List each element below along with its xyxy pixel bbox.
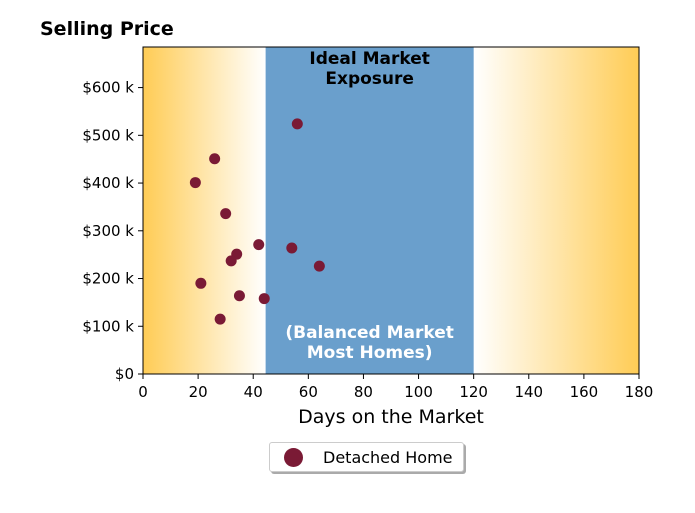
data-point xyxy=(195,277,207,289)
ideal-exposure-region: Ideal Market Exposure (Balanced Market Most… xyxy=(265,47,474,374)
data-point xyxy=(313,260,325,272)
left-gradient-band xyxy=(143,47,266,374)
y-tick-label: $300 k xyxy=(82,222,134,240)
legend-marker xyxy=(284,447,303,467)
x-tick-label: 100 xyxy=(404,383,433,401)
y-tick-label: $400 k xyxy=(82,174,134,192)
x-tick-label: 0 xyxy=(138,383,148,401)
x-tick-label: 180 xyxy=(625,383,654,401)
data-points xyxy=(189,118,325,325)
region-band xyxy=(265,47,474,374)
x-tick-label: 140 xyxy=(514,383,543,401)
x-axis-label: Days on the Market xyxy=(298,406,484,428)
data-point xyxy=(233,290,245,302)
chart-title: Selling Price xyxy=(40,18,174,40)
region-label-bottom-line: Most Homes) xyxy=(307,343,433,363)
region-label-top: Ideal Market Exposure xyxy=(309,49,430,89)
data-point xyxy=(220,208,232,220)
region-label-bottom: (Balanced Market Most Homes) xyxy=(285,323,454,363)
y-tick-label: $500 k xyxy=(82,126,134,144)
y-tick-label: $200 k xyxy=(82,270,134,288)
axes: 0 20 40 60 80 100 120 140 160 180 $0 $100 k $200 k $3… xyxy=(82,46,654,401)
data-point xyxy=(189,177,201,189)
legend: Detached Home xyxy=(269,442,464,472)
x-tick-label: 160 xyxy=(570,383,599,401)
x-tick-label: 80 xyxy=(354,383,373,401)
right-gradient-band xyxy=(473,47,639,374)
data-point xyxy=(286,242,298,254)
plot-background xyxy=(143,47,639,374)
data-point xyxy=(253,239,265,251)
region-label-top-line: Ideal Market xyxy=(309,49,430,69)
data-point xyxy=(209,153,221,165)
x-tick-label: 60 xyxy=(299,383,318,401)
x-tick-label: 120 xyxy=(459,383,488,401)
region-label-top-line: Exposure xyxy=(325,69,414,89)
y-tick-label: $0 xyxy=(115,365,134,383)
data-point xyxy=(214,313,226,325)
plot-frame xyxy=(142,46,640,375)
y-tick-label: $100 k xyxy=(82,317,134,335)
y-tick-label: $600 k xyxy=(82,79,134,97)
region-label-bottom-line: (Balanced Market xyxy=(285,323,454,343)
data-point xyxy=(225,255,237,267)
data-point xyxy=(291,118,303,130)
legend-label: Detached Home xyxy=(323,447,453,467)
data-point xyxy=(258,293,270,305)
x-tick-label: 40 xyxy=(244,383,263,401)
x-tick-label: 20 xyxy=(189,383,208,401)
